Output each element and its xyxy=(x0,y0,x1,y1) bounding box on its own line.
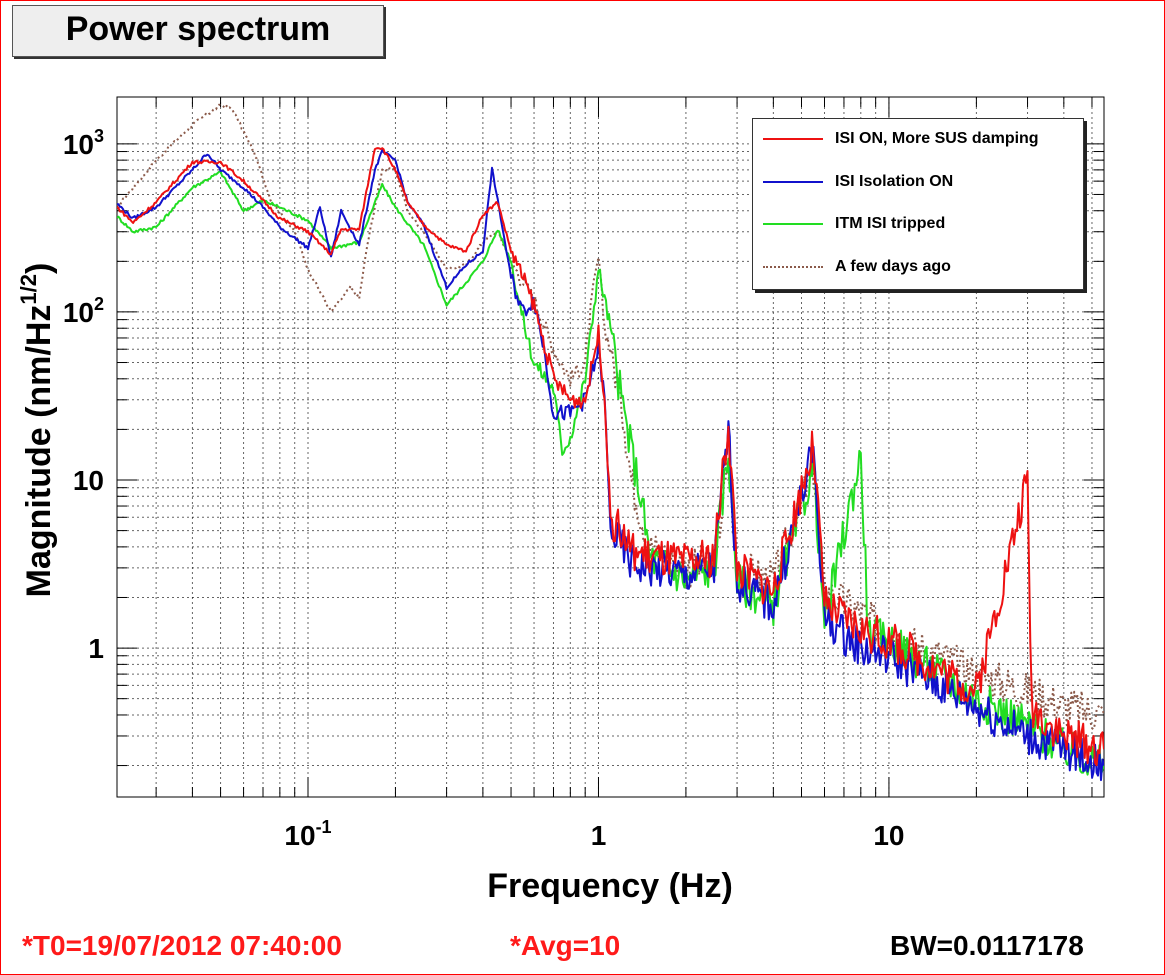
legend-swatch xyxy=(763,223,823,225)
bandwidth: BW=0.0117178 xyxy=(890,930,1084,961)
t0-timestamp: *T0=19/07/2012 07:40:00 xyxy=(22,930,342,961)
legend-entry-tripped: ITM ISI tripped xyxy=(763,212,945,236)
series-line-isi-on-more-sus-damping xyxy=(117,147,1104,767)
y-tick-label: 1 xyxy=(88,633,104,664)
legend-entry-few-days-ago: A few days ago xyxy=(763,255,951,279)
y-tick-labels: 1 10 102 103 xyxy=(63,126,104,664)
x-tick-label: 1 xyxy=(591,820,607,851)
axis-ticks xyxy=(117,97,1104,797)
series-line-a-few-days-ago xyxy=(117,103,1104,731)
legend-label: ISI Isolation ON xyxy=(835,173,954,190)
legend-label: ISI ON, More SUS damping xyxy=(835,130,1039,147)
x-axis-label: Frequency (Hz) xyxy=(487,867,733,905)
legend-label: A few days ago xyxy=(835,258,951,275)
chart-title: Power spectrum xyxy=(12,5,384,57)
legend-swatch xyxy=(763,138,823,140)
average-count: *Avg=10 xyxy=(510,930,621,961)
y-axis-label: Magnitude (nm/Hz1/2) xyxy=(16,263,58,598)
series-line-isi-isolation-on xyxy=(117,149,1104,782)
legend: ISI ON, More SUS damping ISI Isolation O… xyxy=(752,118,1084,290)
legend-entry-isolation: ISI Isolation ON xyxy=(763,170,953,194)
y-tick-label: 10 xyxy=(73,465,104,496)
y-tick-label: 103 xyxy=(63,126,104,160)
legend-label: ITM ISI tripped xyxy=(835,215,946,232)
legend-entry-sus-damping: ISI ON, More SUS damping xyxy=(763,127,1039,151)
y-tick-label: 102 xyxy=(63,294,104,328)
legend-swatch xyxy=(763,181,823,183)
legend-swatch xyxy=(763,266,823,268)
x-tick-label: 10-1 xyxy=(284,817,331,851)
x-tick-label: 10 xyxy=(873,820,904,851)
series-group xyxy=(117,103,1104,782)
x-tick-labels: 10-1 1 10 xyxy=(284,817,904,851)
